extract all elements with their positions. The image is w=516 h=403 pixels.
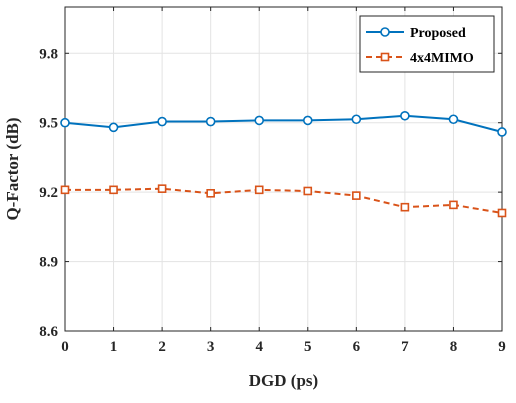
legend-label: 4x4MIMO: [410, 51, 474, 66]
x-tick-label: 3: [207, 339, 215, 355]
x-tick-label: 2: [158, 339, 166, 355]
data-point: [400, 202, 410, 212]
data-point: [352, 191, 361, 200]
x-axis-label: DGD (ps): [249, 371, 318, 390]
data-point: [448, 114, 459, 125]
series-line: [64, 114, 503, 133]
data-point: [206, 189, 215, 198]
data-point: [60, 117, 70, 128]
legend: Proposed 4x4MIMO: [359, 15, 495, 73]
y-tick-label: 9.8: [39, 46, 58, 62]
x-tick-label: 7: [401, 339, 409, 355]
series-1: [60, 184, 507, 218]
x-tick-label: 4: [255, 339, 263, 355]
data-point: [303, 186, 313, 196]
plot-area: [64, 6, 503, 332]
data-point: [302, 115, 313, 126]
data-point: [254, 185, 264, 195]
x-tick-label: 1: [110, 339, 118, 355]
y-tick-label: 8.9: [39, 255, 58, 271]
data-point: [449, 200, 458, 210]
data-point: [205, 116, 216, 127]
legend-box: [359, 15, 495, 73]
y-tick-label: 9.2: [39, 185, 58, 201]
series-line: [65, 187, 503, 214]
y-tick-label: 8.6: [39, 324, 58, 340]
data-point: [400, 110, 410, 121]
y-tick-label: 9.5: [39, 116, 58, 132]
data-point: [254, 115, 265, 126]
legend-marker: [380, 27, 390, 37]
x-tick-label: 0: [61, 339, 69, 355]
x-tick-label: 6: [353, 339, 361, 355]
legend-marker: [380, 52, 390, 62]
data-point: [109, 185, 118, 195]
legend-label: Proposed: [410, 26, 466, 41]
x-tick-label: 5: [304, 339, 312, 355]
data-point: [157, 184, 167, 193]
y-axis-label: Q-Factor (dB): [3, 117, 22, 220]
series-0: [60, 110, 507, 137]
data-point: [497, 208, 507, 218]
x-tick-label: 9: [498, 339, 506, 355]
y-axis: 8.6 8.9 9.2 9.5 9.8: [39, 46, 502, 340]
data-point: [497, 127, 507, 137]
data-point: [157, 116, 167, 127]
series-layer: [60, 110, 507, 218]
data-point: [108, 122, 119, 133]
data-point: [351, 114, 362, 125]
data-point: [60, 185, 70, 195]
x-axis: 0 1 2 3 4 5 6 7 8 9: [61, 7, 506, 355]
grid: [65, 7, 502, 331]
x-tick-label: 8: [450, 339, 458, 355]
